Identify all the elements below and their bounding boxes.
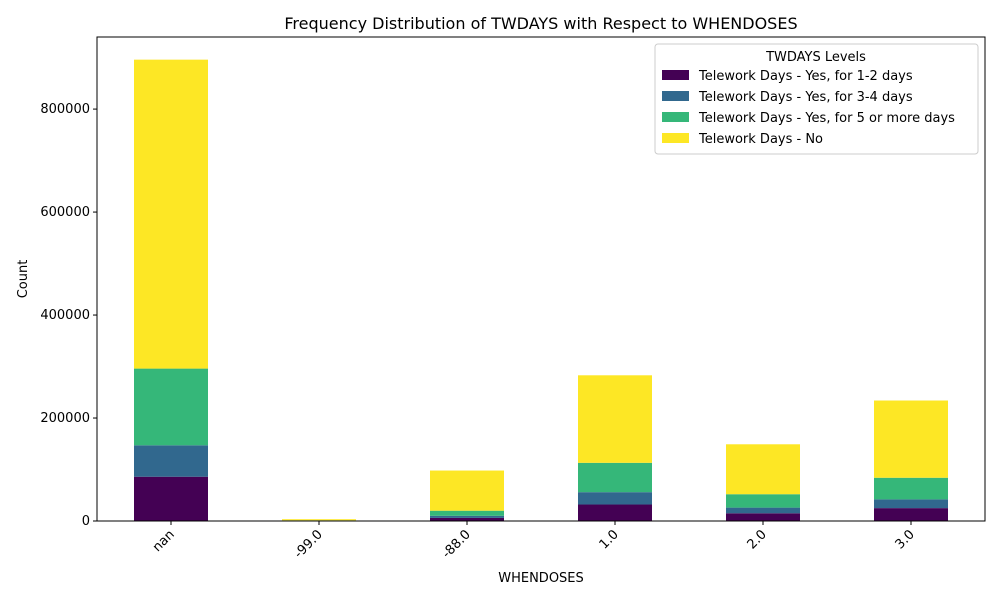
bar-segment-3.0-series-4: [874, 400, 948, 478]
bar-segment--88.0-series-2: [430, 515, 504, 518]
chart-title: Frequency Distribution of TWDAYS with Re…: [284, 14, 797, 33]
bar-segment-1.0-series-1: [578, 504, 652, 521]
bar-segment-3.0-series-3: [874, 477, 948, 500]
x-axis-label: WHENDOSES: [498, 571, 584, 586]
legend-swatch: [662, 91, 689, 101]
x-tick-label: 1.0: [597, 527, 622, 552]
bar-segment-3.0-series-2: [874, 499, 948, 509]
bar-segment--99.0-series-4: [282, 519, 356, 521]
bar-segment-2.0-series-4: [726, 444, 800, 495]
bar-segment-1.0-series-2: [578, 492, 652, 505]
bar-segment-nan-series-2: [134, 445, 208, 477]
bar-segment-2.0-series-1: [726, 513, 800, 521]
legend-title: TWDAYS Levels: [765, 50, 866, 65]
y-tick-label: 400000: [40, 308, 90, 323]
y-tick-label: 600000: [40, 205, 90, 220]
bar-segment-2.0-series-2: [726, 507, 800, 514]
bar-segment-nan-series-3: [134, 368, 208, 446]
bar-segment-nan-series-1: [134, 476, 208, 521]
legend-label: Telework Days - No: [698, 132, 823, 147]
legend-label: Telework Days - Yes, for 5 or more days: [698, 111, 955, 126]
legend-swatch: [662, 70, 689, 80]
y-tick-label: 800000: [40, 102, 90, 117]
y-tick-label: 200000: [40, 411, 90, 426]
plot-frame: [96, 36, 986, 522]
x-tick-label: nan: [150, 527, 178, 555]
bar-segment--88.0-series-3: [430, 510, 504, 516]
bar-segment-nan-series-4: [134, 59, 208, 369]
legend-swatch: [662, 133, 689, 143]
bar-segment-2.0-series-3: [726, 494, 800, 508]
x-tick-label: 2.0: [745, 527, 770, 552]
legend-label: Telework Days - Yes, for 1-2 days: [698, 69, 913, 84]
bar-segment-1.0-series-4: [578, 375, 652, 463]
bar-segment--88.0-series-1: [430, 517, 504, 521]
y-axis: 0 200000 400000 600000 800000: [40, 102, 97, 529]
legend-box: [654, 43, 979, 155]
x-tick-label: 3.0: [893, 527, 918, 552]
bar-segment-3.0-series-1: [874, 508, 948, 521]
x-tick-label: -88.0: [439, 527, 473, 561]
y-tick-label: 0: [82, 514, 90, 529]
bar-segment-1.0-series-3: [578, 462, 652, 493]
x-tick-label: -99.0: [291, 527, 325, 561]
bar-segment--88.0-series-4: [430, 470, 504, 511]
legend: TWDAYS Levels Telework Days - Yes, for 1…: [654, 43, 979, 155]
legend-swatch: [662, 112, 689, 122]
x-axis: nan -99.0 -88.0 1.0 2.0 3.0: [150, 521, 918, 562]
bars-group: [134, 59, 948, 521]
y-axis-label: Count: [16, 260, 31, 299]
legend-label: Telework Days - Yes, for 3-4 days: [698, 90, 913, 105]
